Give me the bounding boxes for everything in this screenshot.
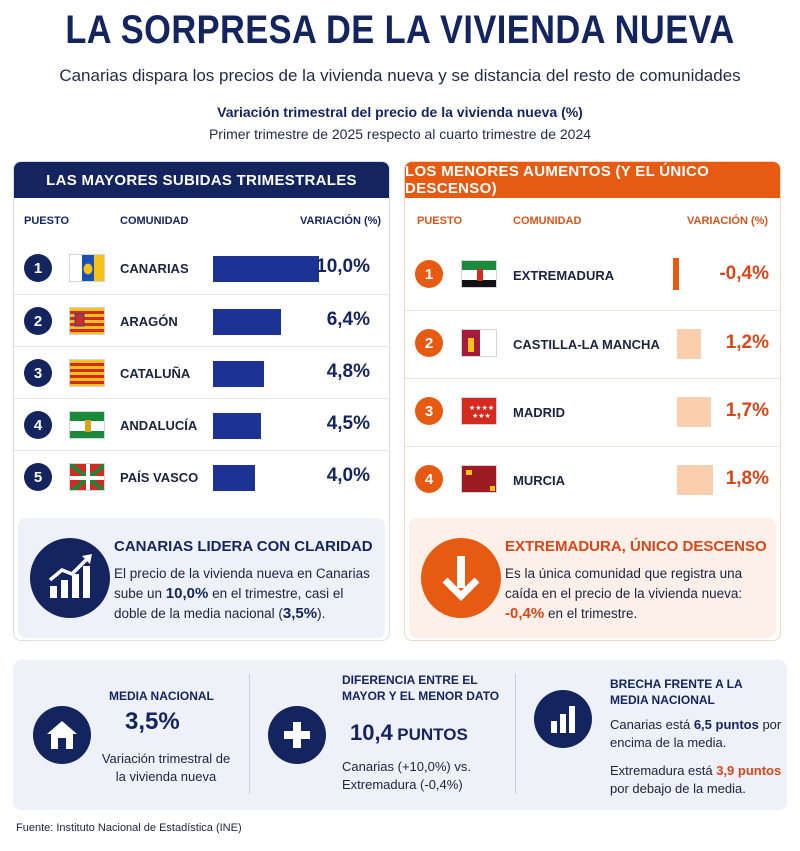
region-flag-icon [69,254,105,282]
diferencia-value: 10,4 PUNTOS [350,720,468,745]
chart-title: Variación trimestral del precio de la vi… [217,104,583,120]
svg-text:★★★★: ★★★★ [469,404,494,412]
value-bar [213,309,281,335]
value-bar [213,256,319,282]
value-label: 1,7% [725,400,769,421]
extremadura-callout-text: Es la única comunidad que registra una c… [505,566,743,622]
region-name: EXTREMADURA [513,268,615,283]
rank-badge: 2 [24,307,52,335]
region-flag-icon [69,307,105,335]
house-icon [33,706,91,764]
value-bar [677,329,701,359]
svg-text:★★★: ★★★ [472,412,491,420]
top-increases-panel: LAS MAYORES SUBIDAS TRIMESTRALES PUESTO … [13,161,390,641]
region-flag-icon [69,463,105,491]
table-row: 3 CATALUÑA 4,8% [14,346,389,398]
value-label: 6,4% [326,309,370,330]
extremadura-callout-title: EXTREMADURA, ÚNICO DESCENSO [505,538,767,555]
value-bar [213,361,264,387]
region-name: PAÍS VASCO [120,470,199,485]
diferencia-cell: DIFERENCIA ENTRE EL MAYOR Y EL MENOR DAT… [250,660,515,810]
rank-badge: 4 [24,411,52,439]
col-rank-header: PUESTO [24,215,70,227]
region-name: CANARIAS [120,261,189,276]
table-row: 1 EXTREMADURA -0,4% [405,242,780,310]
brecha-cell: BRECHA FRENTE A LA MEDIA NACIONAL Canari… [516,660,787,810]
table-row: 4 ANDALUCÍA 4,5% [14,398,389,450]
canarias-callout-title: CANARIAS LIDERA CON CLARIDAD [114,538,373,555]
value-bar [213,465,256,491]
col-region-header: COMUNIDAD [513,215,582,227]
rank-badge: 1 [24,254,52,282]
canarias-callout-text: El precio de la vivienda nueva en Canari… [114,566,370,622]
page-subtitle: Canarias dispara los precios de la vivie… [59,66,741,85]
brecha-canarias-text: Canarias está 6,5 puntos por encima de l… [610,717,782,750]
value-bar [677,397,711,427]
col-rank-header: PUESTO [417,215,463,227]
plus-icon [268,706,326,764]
media-nacional-label: MEDIA NACIONAL [109,689,214,703]
page-title: LA SORPRESA DE LA VIVIENDA NUEVA [65,8,735,52]
region-name: MURCIA [513,473,565,488]
rank-badge: 3 [24,359,52,387]
media-nacional-value: 3,5% [125,708,180,735]
value-label: 1,8% [725,468,769,489]
top-increases-column-headers: PUESTO COMUNIDAD VARIACIÓN (%) [14,198,389,242]
lowest-increases-heading: LOS MENORES AUMENTOS (Y EL ÚNICO DESCENS… [405,162,780,198]
table-row: 5 PAÍS VASCO 4,0% [14,450,389,502]
value-label: 4,8% [326,361,370,382]
region-name: MADRID [513,405,565,420]
region-flag-icon [461,465,497,493]
rank-badge: 1 [415,260,443,288]
region-flag-icon [461,260,497,288]
value-label: -0,4% [719,263,769,284]
value-bar [677,465,713,495]
canarias-callout: CANARIAS LIDERA CON CLARIDAD El precio d… [18,518,385,638]
brecha-extremadura-text: Extremadura está 3,9 puntos por debajo d… [610,763,782,796]
rank-badge: 2 [415,329,443,357]
rising-chart-icon [30,538,110,618]
extremadura-callout: EXTREMADURA, ÚNICO DESCENSO Es la única … [409,518,776,638]
region-name: CASTILLA-LA MANCHA [513,337,660,352]
table-row: 2 CASTILLA-LA MANCHA 1,2% [405,310,780,378]
bar-chart-icon [534,690,592,748]
value-bar [673,258,679,290]
col-value-header: VARIACIÓN (%) [300,215,382,227]
diferencia-text: Canarias (+10,0%) vs. Extremadura (-0,4%… [342,759,471,792]
rank-badge: 3 [415,397,443,425]
lowest-increases-column-headers: PUESTO COMUNIDAD VARIACIÓN (%) [405,198,780,242]
diferencia-label: DIFERENCIA ENTRE EL MAYOR Y EL MENOR DAT… [342,673,500,703]
region-flag-icon [69,359,105,387]
divider [249,674,250,794]
col-value-header: VARIACIÓN (%) [687,215,769,227]
media-nacional-text: Variación trimestral de la vivienda nuev… [101,751,231,784]
source-note: Fuente: Instituto Nacional de Estadístic… [16,822,242,834]
value-label: 10,0% [316,256,370,277]
value-bar [213,413,261,439]
divider [515,674,516,794]
value-label: 4,5% [326,413,370,434]
region-flag-icon: ★★★★ ★★★ [461,397,497,425]
region-name: ANDALUCÍA [120,418,198,433]
down-arrow-icon [421,538,501,618]
table-row: 2 ARAGÓN 6,4% [14,294,389,346]
media-nacional-cell: MEDIA NACIONAL 3,5% Variación trimestral… [13,660,249,810]
chart-subtitle: Primer trimestre de 2025 respecto al cua… [208,126,592,142]
lowest-increases-panel: LOS MENORES AUMENTOS (Y EL ÚNICO DESCENS… [404,161,781,641]
region-flag-icon [69,411,105,439]
region-name: ARAGÓN [120,314,178,329]
region-name: CATALUÑA [120,366,191,381]
value-label: 1,2% [725,332,769,353]
table-row: 4 MURCIA 1,8% [405,446,780,514]
col-region-header: COMUNIDAD [120,215,189,227]
value-label: 4,0% [326,465,370,486]
rank-badge: 4 [415,465,443,493]
brecha-label: BRECHA FRENTE A LA MEDIA NACIONAL [610,677,743,707]
top-increases-heading: LAS MAYORES SUBIDAS TRIMESTRALES [14,162,389,198]
table-row: 3 ★★★★ ★★★ MADRID 1,7% [405,378,780,446]
table-row: 1 CANARIAS 10,0% [14,242,389,294]
region-flag-icon [461,329,497,357]
summary-stats-panel: MEDIA NACIONAL 3,5% Variación trimestral… [13,660,787,810]
rank-badge: 5 [24,463,52,491]
